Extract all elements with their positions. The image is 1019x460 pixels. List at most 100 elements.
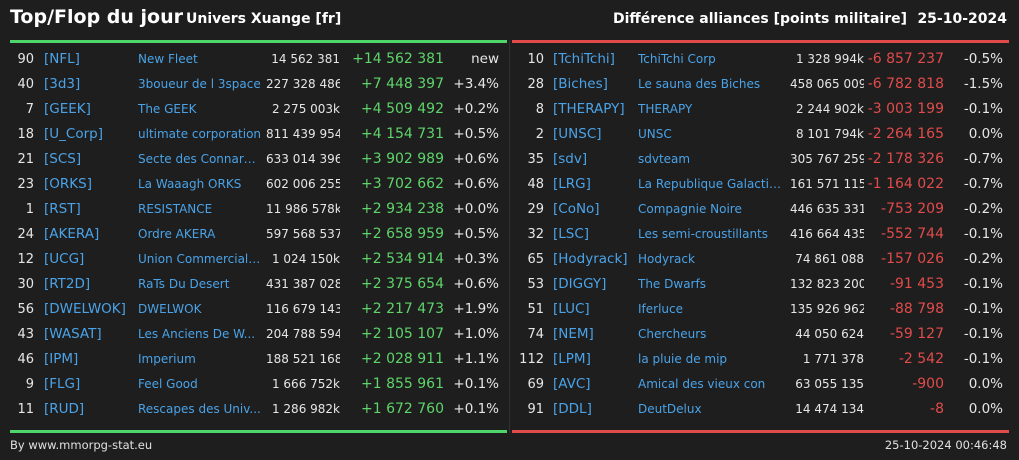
- alliance-tag-link[interactable]: [LPM]: [553, 351, 591, 367]
- alliance-name-link[interactable]: Iferluce: [638, 302, 683, 316]
- alliance-rank: 11: [17, 402, 34, 417]
- alliance-name-link[interactable]: Les semi-croustillants: [638, 227, 769, 241]
- alliance-tag-link[interactable]: [3d3]: [44, 76, 81, 92]
- alliance-row: 69 [AVC] Amical des vieux con 63 055 135 -90…: [510, 372, 1010, 397]
- alliance-points: 204 788 594: [266, 327, 340, 341]
- alliance-name-link[interactable]: The Dwarfs: [638, 277, 706, 291]
- alliance-points: 161 571 115: [790, 177, 864, 191]
- alliance-tag-link[interactable]: [RST]: [44, 201, 81, 217]
- alliance-row: 48 [LRG] La Republique Galactique 161 571 1…: [510, 172, 1010, 197]
- alliance-name-link[interactable]: Rescapes des Univ...: [138, 402, 261, 416]
- alliance-tag-link[interactable]: [ORKS]: [44, 176, 92, 192]
- alliance-tag-link[interactable]: [UNSC]: [553, 126, 602, 142]
- alliance-name-link[interactable]: La Waaagh ORKS: [138, 177, 242, 191]
- points-difference: +1 855 961: [361, 376, 444, 392]
- percent-change: -0.1%: [963, 301, 1003, 317]
- alliance-name-link[interactable]: Secte des Connard...: [138, 152, 262, 166]
- alliance-tag-link[interactable]: [TchiTchi]: [553, 51, 615, 67]
- alliance-tag-link[interactable]: [CoNo]: [553, 201, 600, 217]
- alliance-name-link[interactable]: Union Commerciale...: [138, 252, 262, 266]
- alliance-tag-link[interactable]: [LRG]: [553, 176, 591, 192]
- alliance-row: 28 [Biches] Le sauna des Biches 458 065 009…: [510, 72, 1010, 97]
- alliance-rank: 56: [17, 302, 34, 317]
- alliance-tag-link[interactable]: [FLG]: [44, 376, 81, 392]
- alliance-row: 51 [LUC] Iferluce 135 926 962 -88 798 -0.1%: [510, 297, 1010, 322]
- alliance-tag-link[interactable]: [AKERA]: [44, 226, 100, 242]
- alliance-tag-link[interactable]: [WASAT]: [44, 326, 102, 342]
- alliance-name-link[interactable]: Ordre AKERA: [138, 227, 216, 241]
- alliance-name-link[interactable]: Le sauna des Biches: [638, 77, 761, 91]
- alliance-rank: 69: [527, 377, 544, 392]
- alliance-name-link[interactable]: TchiTchi Corp: [638, 52, 716, 66]
- alliance-tag-link[interactable]: [DIGGY]: [553, 276, 607, 292]
- alliance-name-link[interactable]: Amical des vieux con: [638, 377, 766, 391]
- alliance-row: 90 [NFL] New Fleet 14 562 381 +14 562 381 new: [10, 47, 510, 72]
- alliance-tag-link[interactable]: [RUD]: [44, 401, 85, 417]
- alliance-tag-link[interactable]: [THERAPY]: [553, 101, 625, 117]
- alliance-rank: 1: [25, 202, 34, 217]
- alliance-name-link[interactable]: THERAPY: [638, 102, 693, 116]
- alliance-tag-link[interactable]: [RT2D]: [44, 276, 91, 292]
- alliance-rank: 91: [527, 402, 544, 417]
- points-difference: +4 509 492: [361, 101, 444, 117]
- percent-change: +3.4%: [453, 76, 499, 92]
- alliance-points: 458 065 009: [790, 77, 864, 91]
- points-difference: -2 542: [898, 351, 944, 367]
- alliance-name-link[interactable]: Compagnie Noire: [638, 202, 742, 216]
- alliance-tag-link[interactable]: [Biches]: [553, 76, 608, 92]
- alliance-name-link[interactable]: Feel Good: [138, 377, 198, 391]
- alliance-tag-link[interactable]: [sdv]: [553, 151, 588, 167]
- alliance-tag-link[interactable]: [U_Corp]: [44, 126, 103, 142]
- alliance-tag-link[interactable]: [GEEK]: [44, 101, 91, 117]
- alliance-name-link[interactable]: The GEEK: [138, 102, 197, 116]
- source-credit[interactable]: By www.mmorpg-stat.eu: [10, 438, 153, 452]
- alliance-name-link[interactable]: sdvteam: [638, 152, 691, 166]
- alliance-name-link[interactable]: Hodyrack: [638, 252, 695, 266]
- alliance-points: 2 275 003k: [271, 102, 340, 116]
- alliance-name-link[interactable]: la pluie de mip: [638, 352, 728, 366]
- points-difference: -59 127: [889, 326, 944, 342]
- alliance-name-link[interactable]: Chercheurs: [638, 327, 707, 341]
- alliance-name-link[interactable]: RaTs Du Desert: [138, 277, 230, 291]
- generated-timestamp: 25-10-2024 00:46:48: [884, 438, 1007, 452]
- alliance-tag-link[interactable]: [SCS]: [44, 151, 82, 167]
- percent-change: +0.6%: [453, 151, 499, 167]
- alliance-points: 1 771 378: [802, 352, 864, 366]
- alliance-rank: 40: [17, 77, 34, 92]
- alliance-row: 35 [sdv] sdvteam 305 767 259 -2 178 326 -0.7%: [510, 147, 1010, 172]
- percent-change: +0.6%: [453, 176, 499, 192]
- alliance-name-link[interactable]: DeutDelux: [638, 402, 702, 416]
- alliance-tag-link[interactable]: [DWELWOK]: [44, 301, 126, 317]
- alliance-tag-link[interactable]: [NEM]: [553, 326, 594, 342]
- alliance-name-link[interactable]: 3boueur de l 3space: [138, 77, 261, 91]
- alliance-row: 32 [LSC] Les semi-croustillants 416 664 435…: [510, 222, 1010, 247]
- alliance-name-link[interactable]: UNSC: [638, 127, 672, 141]
- alliance-tag-link[interactable]: [LUC]: [553, 301, 590, 317]
- alliance-tag-link[interactable]: [Hodyrack]: [553, 251, 628, 267]
- alliance-name-link[interactable]: DWELWOK: [138, 302, 202, 316]
- alliance-tag-link[interactable]: [DDL]: [553, 401, 592, 417]
- points-difference: +2 217 473: [361, 301, 444, 317]
- points-difference: +4 154 731: [361, 126, 444, 142]
- alliance-name-link[interactable]: La Republique Galactique: [638, 177, 788, 191]
- points-difference: +2 658 959: [361, 226, 444, 242]
- alliance-tag-link[interactable]: [AVC]: [553, 376, 591, 392]
- alliance-name-link[interactable]: RESISTANCE: [138, 202, 213, 216]
- alliance-tag-link[interactable]: [UCG]: [44, 251, 85, 267]
- alliance-tag-link[interactable]: [LSC]: [553, 226, 590, 242]
- alliance-tag-link[interactable]: [NFL]: [44, 51, 80, 67]
- percent-change: +0.3%: [453, 251, 499, 267]
- alliance-name-link[interactable]: ultimate corporation: [138, 127, 262, 141]
- alliance-points: 188 521 168: [266, 352, 340, 366]
- alliance-points: 431 387 028: [266, 277, 340, 291]
- alliance-points: 811 439 954: [266, 127, 340, 141]
- percent-change: -0.1%: [963, 351, 1003, 367]
- alliance-name-link[interactable]: Les Anciens De W...: [138, 327, 256, 341]
- percent-change: 0.0%: [968, 376, 1003, 392]
- points-difference: +2 534 914: [361, 251, 444, 267]
- alliance-points: 2 244 902k: [795, 102, 864, 116]
- alliance-row: 11 [RUD] Rescapes des Univ... 1 286 982k +1 …: [10, 397, 510, 422]
- alliance-name-link[interactable]: Imperium: [138, 352, 196, 366]
- alliance-tag-link[interactable]: [IPM]: [44, 351, 79, 367]
- alliance-name-link[interactable]: New Fleet: [138, 52, 198, 66]
